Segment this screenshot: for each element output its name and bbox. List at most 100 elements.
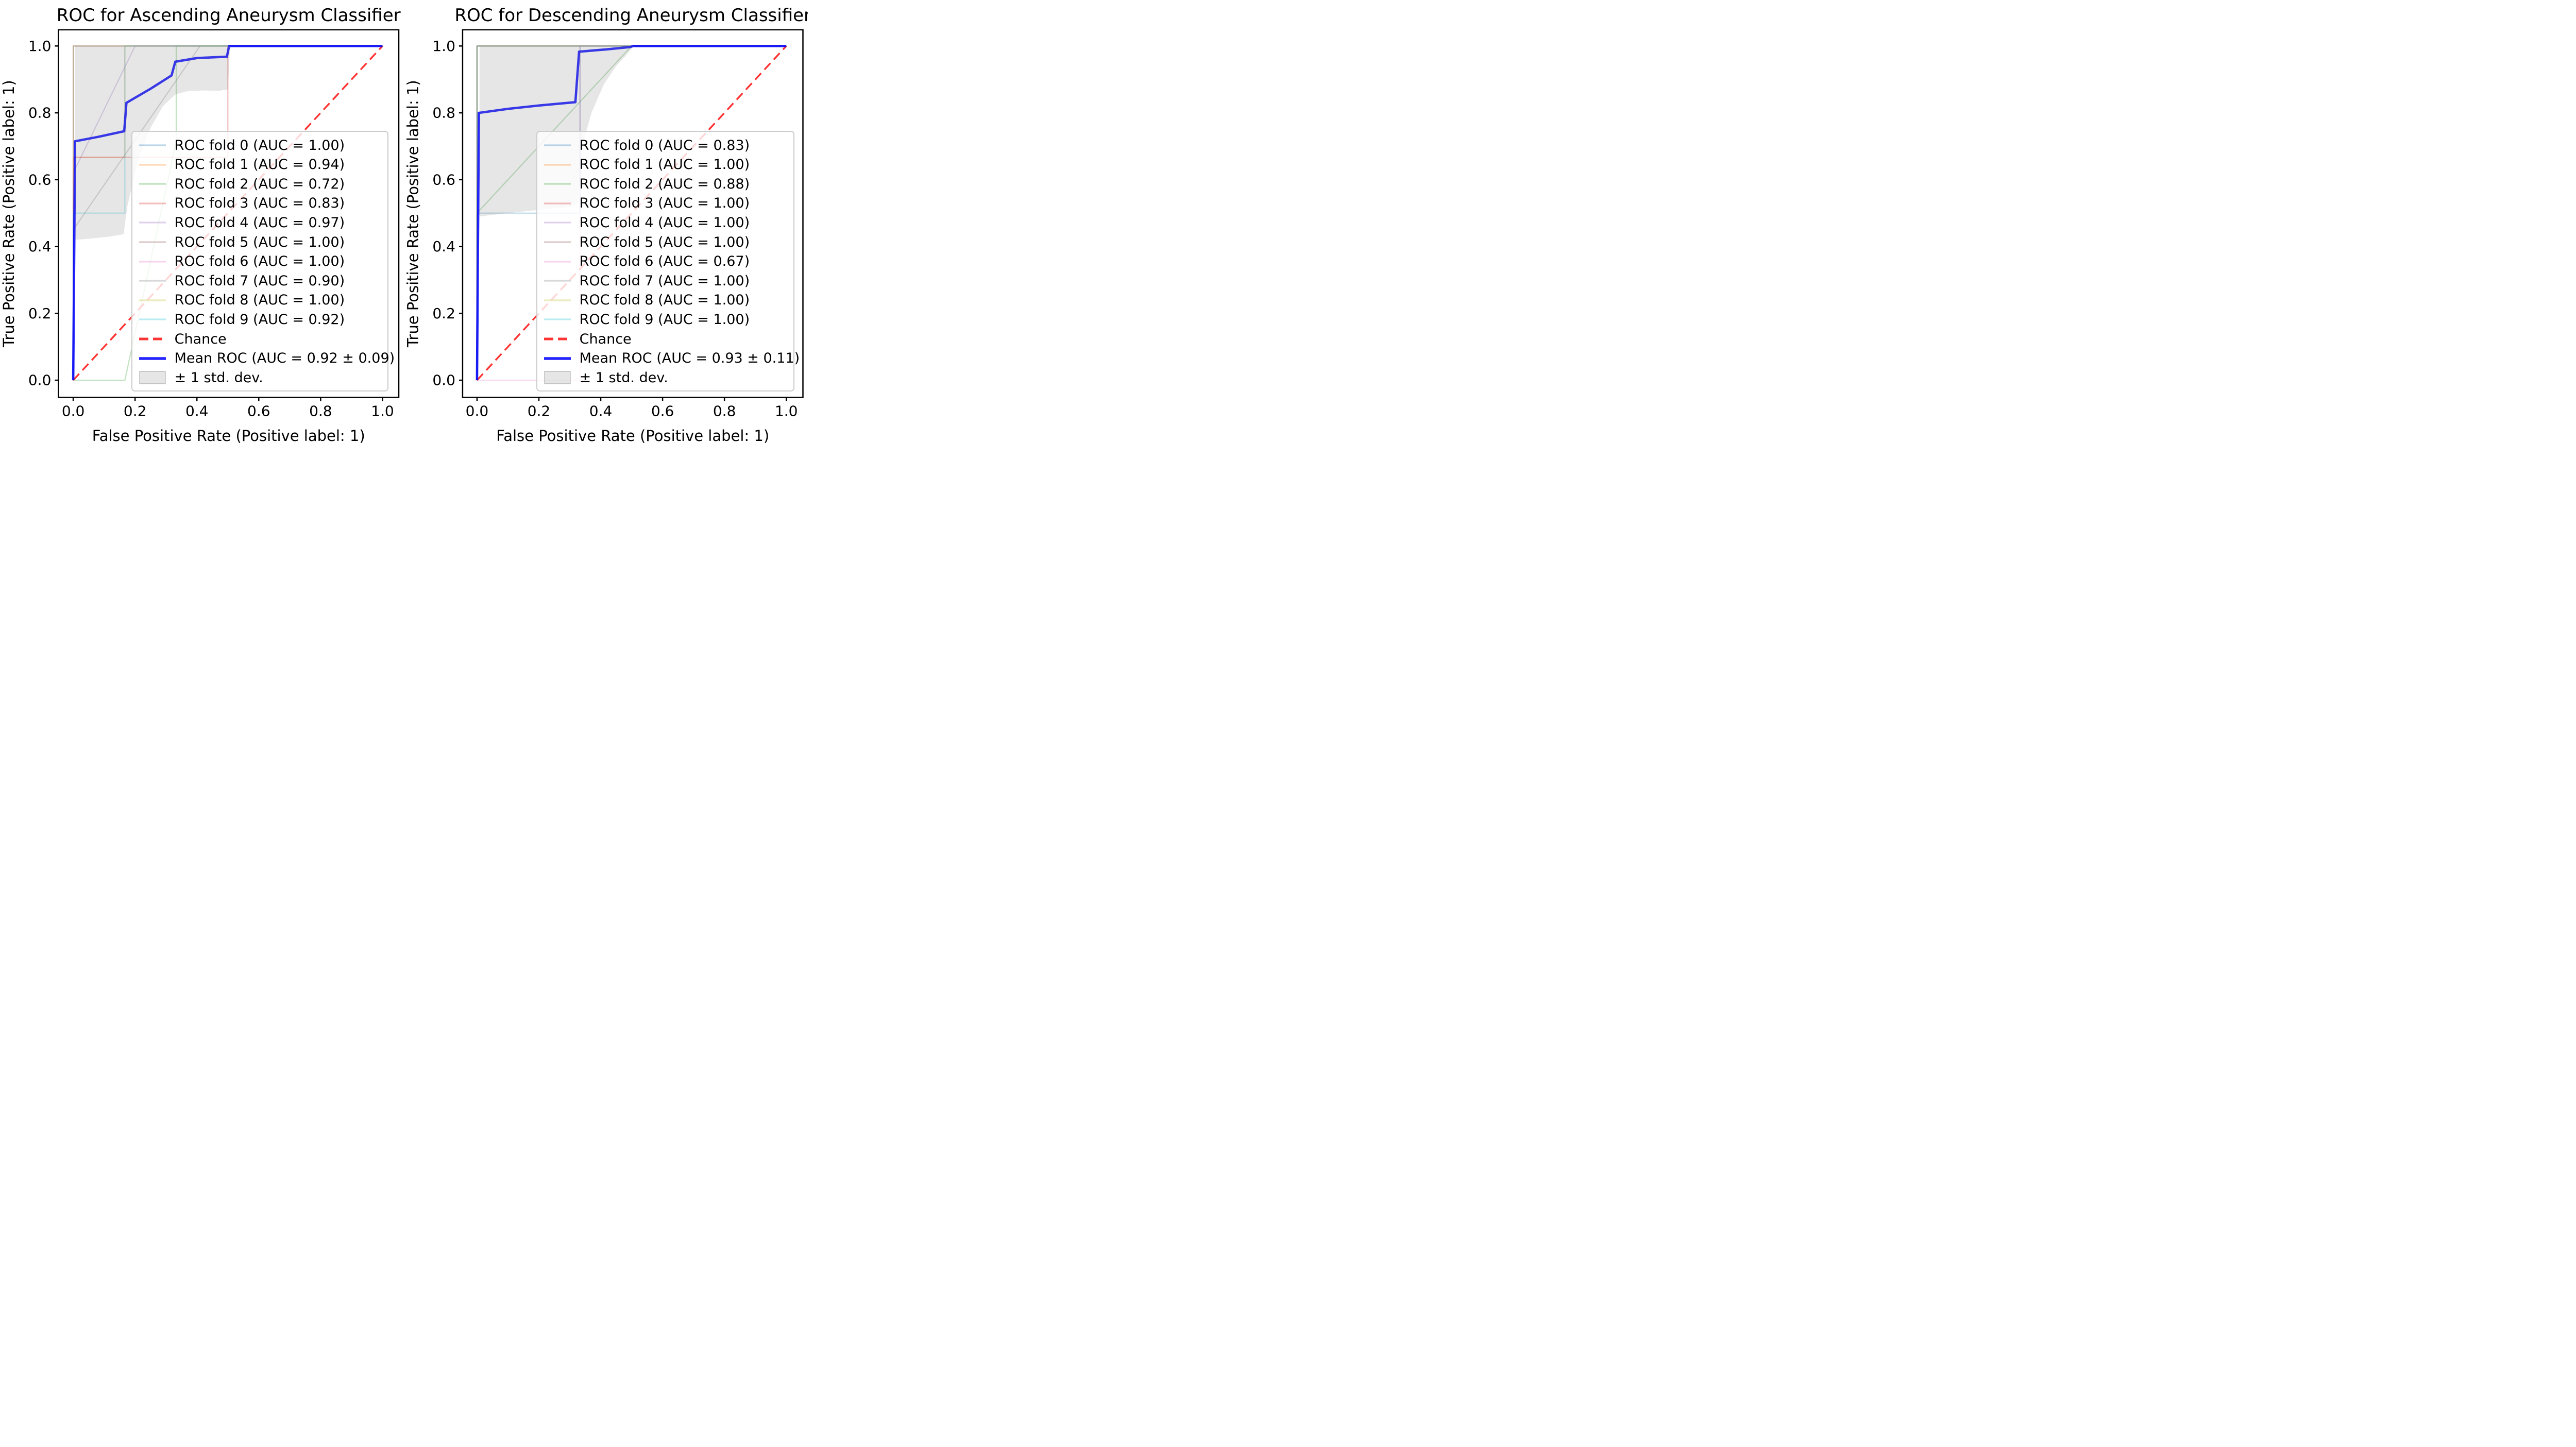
legend-item-label: ROC fold 6 (AUC = 1.00) [174, 253, 345, 270]
legend-item-label: ROC fold 1 (AUC = 0.94) [174, 157, 345, 173]
legend-item-descending-7: ROC fold 7 (AUC = 1.00) [544, 271, 794, 291]
legend-item-label: ROC fold 8 (AUC = 1.00) [579, 292, 750, 309]
roc-figure: ROC for Ascending Aneurysm Classifier 0.0… [0, 0, 808, 447]
legend-item-label: Chance [579, 331, 632, 347]
legend-item-label: ROC fold 9 (AUC = 1.00) [579, 311, 750, 328]
x-tick-label-descending: 1.0 [775, 402, 798, 419]
legend-line-swatch-icon [139, 337, 166, 341]
y-tick-label-descending: 0.8 [432, 105, 455, 122]
legend-line-swatch-icon [139, 356, 166, 360]
legend-item-label: ROC fold 2 (AUC = 0.72) [174, 176, 345, 192]
legend-line-swatch-icon [544, 144, 571, 146]
x-tick-label-ascending: 0.6 [247, 402, 270, 419]
x-tick-label-descending: 0.2 [528, 402, 551, 419]
plot-ascending: ROC for Ascending Aneurysm Classifier 0.0… [0, 5, 401, 445]
legend-item-label: ROC fold 0 (AUC = 0.83) [579, 137, 750, 154]
legend-item-label: ROC fold 3 (AUC = 1.00) [579, 195, 750, 212]
legend-item-descending-5: ROC fold 5 (AUC = 1.00) [544, 232, 794, 252]
legend-ascending: ROC fold 0 (AUC = 1.00) ROC fold 1 (AUC =… [131, 131, 395, 391]
legend-line-swatch-icon [139, 261, 166, 263]
legend-item-label: ROC fold 9 (AUC = 0.92) [174, 311, 345, 328]
legend-item-label: ROC fold 4 (AUC = 1.00) [579, 214, 750, 231]
mean-roc-curve-descending [476, 45, 787, 381]
legend-item-label: ROC fold 1 (AUC = 1.00) [579, 157, 750, 173]
plot-title-ascending: ROC for Ascending Aneurysm Classifier [57, 5, 401, 26]
legend-item-label: ROC fold 2 (AUC = 0.88) [579, 176, 750, 192]
x-tick-label-descending: 0.4 [589, 402, 613, 419]
legend-line-swatch-icon [544, 318, 571, 321]
legend-item-ascending-0: ROC fold 0 (AUC = 1.00) [139, 135, 388, 155]
x-tick-label-ascending: 0.8 [309, 402, 332, 419]
x-tick-label-ascending: 0.2 [124, 402, 147, 419]
legend-line-swatch-icon [139, 280, 166, 282]
legend-item-ascending-6: ROC fold 6 (AUC = 1.00) [139, 252, 388, 271]
legend-line-swatch-icon [544, 202, 571, 205]
plot-descending: ROC for Descending Aneurysm Classifier 0.… [404, 5, 808, 445]
legend-item-descending-2: ROC fold 2 (AUC = 0.88) [544, 174, 794, 194]
x-tick-label-ascending: 0.0 [62, 402, 85, 419]
roc-plots-canvas: ROC for Ascending Aneurysm Classifier 0.0… [0, 5, 808, 445]
legend-line-swatch-icon [544, 280, 571, 282]
legend-item-label: ± 1 std. dev. [579, 369, 668, 386]
x-tick-label-ascending: 0.4 [185, 402, 209, 419]
legend-item-descending-3: ROC fold 3 (AUC = 1.00) [544, 194, 794, 213]
y-axis-label-ascending: True Positive Rate (Positive label: 1) [0, 80, 18, 348]
legend-band-swatch-icon [544, 371, 571, 385]
y-tick-label-ascending: 0.2 [28, 305, 52, 322]
legend-line-swatch-icon [544, 299, 571, 301]
legend-line-swatch-icon [139, 299, 166, 301]
axes-frame-ascending [58, 29, 400, 398]
legend-item-descending-10: Chance [544, 329, 794, 349]
y-tick-label-ascending: 1.0 [28, 38, 52, 55]
legend-item-label: ROC fold 5 (AUC = 1.00) [174, 234, 345, 250]
y-tick-label-descending: 0.0 [432, 372, 455, 389]
legend-item-label: ROC fold 7 (AUC = 0.90) [174, 273, 345, 289]
legend-item-label: ROC fold 3 (AUC = 0.83) [174, 195, 345, 212]
legend-line-swatch-icon [139, 144, 166, 146]
legend-line-swatch-icon [139, 202, 166, 205]
legend-item-ascending-4: ROC fold 4 (AUC = 0.97) [139, 213, 388, 233]
legend-line-swatch-icon [139, 241, 166, 243]
legend-item-label: ROC fold 0 (AUC = 1.00) [174, 137, 345, 154]
legend-item-label: ROC fold 7 (AUC = 1.00) [579, 273, 750, 289]
legend-item-label: Mean ROC (AUC = 0.92 ± 0.09) [174, 350, 395, 367]
legend-item-ascending-9: ROC fold 9 (AUC = 0.92) [139, 310, 388, 330]
y-tick-label-descending: 0.2 [432, 305, 455, 322]
legend-item-descending-11: Mean ROC (AUC = 0.93 ± 0.11) [544, 349, 800, 368]
legend-item-descending-8: ROC fold 8 (AUC = 1.00) [544, 291, 794, 310]
legend-line-swatch-icon [139, 318, 166, 321]
legend-item-ascending-1: ROC fold 1 (AUC = 0.94) [139, 155, 388, 175]
legend-line-swatch-icon [544, 356, 571, 360]
legend-item-ascending-8: ROC fold 8 (AUC = 1.00) [139, 291, 388, 310]
legend-item-label: ROC fold 4 (AUC = 0.97) [174, 214, 345, 231]
legend-item-label: Chance [174, 331, 227, 347]
plot-title-descending: ROC for Descending Aneurysm Classifier [454, 5, 808, 26]
legend-item-descending-4: ROC fold 4 (AUC = 1.00) [544, 213, 794, 233]
legend-item-descending-1: ROC fold 1 (AUC = 1.00) [544, 155, 794, 175]
y-tick-label-descending: 0.4 [432, 238, 455, 255]
legend-item-label: ROC fold 6 (AUC = 0.67) [579, 253, 750, 270]
legend-line-swatch-icon [544, 261, 571, 263]
mean-roc-curve-ascending [72, 45, 383, 381]
x-tick-label-descending: 0.8 [713, 402, 736, 419]
legend-line-swatch-icon [544, 164, 571, 166]
legend-item-descending-0: ROC fold 0 (AUC = 0.83) [544, 135, 794, 155]
legend-item-ascending-7: ROC fold 7 (AUC = 0.90) [139, 271, 388, 291]
y-tick-label-descending: 0.6 [432, 171, 455, 188]
legend-item-descending-12: ± 1 std. dev. [544, 368, 794, 387]
y-axis-label-descending: True Positive Rate (Positive label: 1) [404, 80, 422, 348]
legend-line-swatch-icon [544, 337, 571, 341]
chance-line-descending [476, 45, 787, 381]
legend-band-swatch-icon [139, 371, 166, 385]
legend-item-ascending-10: Chance [139, 329, 388, 349]
legend-item-ascending-11: Mean ROC (AUC = 0.92 ± 0.09) [139, 349, 395, 368]
y-tick-label-ascending: 0.8 [28, 105, 52, 122]
x-axis-label-ascending: False Positive Rate (Positive label: 1) [92, 427, 365, 445]
legend-item-label: ROC fold 8 (AUC = 1.00) [174, 292, 345, 309]
x-tick-label-ascending: 1.0 [371, 402, 394, 419]
axes-frame-descending [462, 29, 804, 398]
legend-item-ascending-3: ROC fold 3 (AUC = 0.83) [139, 194, 388, 213]
legend-item-ascending-2: ROC fold 2 (AUC = 0.72) [139, 174, 388, 194]
legend-line-swatch-icon [544, 222, 571, 224]
y-tick-label-ascending: 0.6 [28, 171, 52, 188]
